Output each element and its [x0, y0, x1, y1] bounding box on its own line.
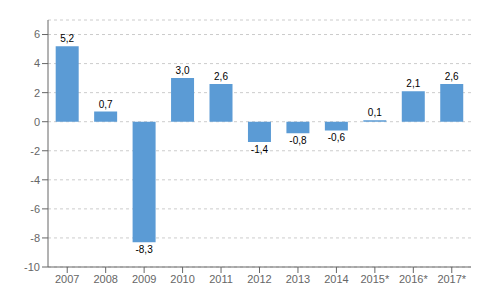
svg-text:2011: 2011: [209, 273, 233, 285]
svg-text:0: 0: [34, 116, 40, 128]
svg-text:6: 6: [34, 28, 40, 40]
svg-text:2014: 2014: [324, 273, 348, 285]
svg-text:2017*: 2017*: [437, 273, 466, 285]
svg-text:2009: 2009: [132, 273, 156, 285]
svg-text:2013: 2013: [286, 273, 310, 285]
svg-text:2,1: 2,1: [406, 78, 420, 89]
svg-text:5,2: 5,2: [60, 33, 74, 44]
svg-text:2,6: 2,6: [214, 71, 228, 82]
svg-text:-6: -6: [30, 203, 40, 215]
svg-text:3,0: 3,0: [176, 65, 190, 76]
svg-text:-8: -8: [30, 232, 40, 244]
svg-text:0,7: 0,7: [99, 99, 113, 110]
svg-text:4: 4: [34, 57, 40, 69]
svg-text:0,1: 0,1: [368, 107, 382, 118]
svg-text:2015*: 2015*: [360, 273, 389, 285]
svg-text:2012: 2012: [247, 273, 271, 285]
svg-text:-1,4: -1,4: [251, 144, 269, 155]
svg-text:-8,3: -8,3: [135, 244, 153, 255]
svg-text:-10: -10: [24, 261, 40, 273]
svg-text:-0,8: -0,8: [289, 135, 307, 146]
svg-text:2016*: 2016*: [399, 273, 428, 285]
svg-text:2010: 2010: [170, 273, 194, 285]
svg-text:-4: -4: [30, 174, 40, 186]
svg-text:2008: 2008: [93, 273, 117, 285]
svg-text:2: 2: [34, 87, 40, 99]
svg-text:-2: -2: [30, 145, 40, 157]
svg-text:2,6: 2,6: [445, 71, 459, 82]
svg-text:-0,6: -0,6: [328, 132, 346, 143]
svg-text:2007: 2007: [55, 273, 79, 285]
